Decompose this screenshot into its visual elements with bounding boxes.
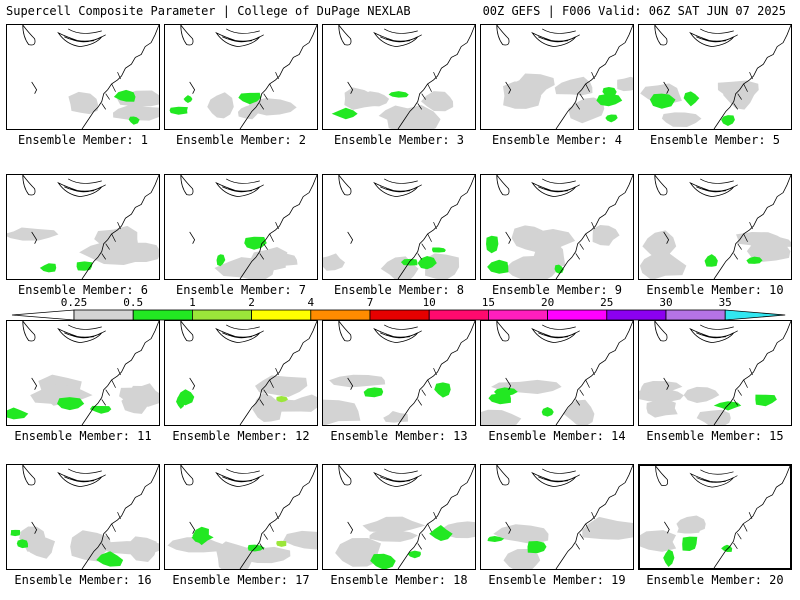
ensemble-member-label: Ensemble Member: 12 — [172, 429, 310, 443]
ensemble-map-panel[interactable] — [322, 24, 476, 130]
ensemble-map-panel[interactable] — [6, 174, 160, 280]
ensemble-member-label: Ensemble Member: 14 — [488, 429, 626, 443]
colorbar-segment — [606, 309, 667, 321]
ensemble-member-label: Ensemble Member: 4 — [491, 133, 623, 147]
ensemble-map-panel[interactable] — [164, 320, 318, 426]
colorbar-tick-label: 15 — [481, 296, 496, 309]
ensemble-map-panel[interactable] — [164, 174, 318, 280]
ensemble-map-panel[interactable] — [322, 464, 476, 570]
ensemble-map-panel[interactable] — [322, 320, 476, 426]
ensemble-member-label: Ensemble Member: 18 — [330, 573, 468, 587]
ensemble-member-label: Ensemble Member: 7 — [175, 283, 307, 297]
ensemble-member-label: Ensemble Member: 13 — [330, 429, 468, 443]
ensemble-member-label: Ensemble Member: 9 — [491, 283, 623, 297]
ensemble-map-panel[interactable] — [480, 320, 634, 426]
colorbar-graphic — [11, 309, 786, 321]
run-valid-time: 00Z GEFS | F006 Valid: 06Z SAT JUN 07 20… — [482, 4, 786, 18]
ensemble-map-panel[interactable] — [6, 320, 160, 426]
ensemble-member-label: Ensemble Member: 11 — [14, 429, 152, 443]
colorbar-tick-label: 20 — [540, 296, 555, 309]
ensemble-member-label: Ensemble Member: 17 — [172, 573, 310, 587]
ensemble-member-label: Ensemble Member: 2 — [175, 133, 307, 147]
ensemble-map-panel[interactable] — [164, 464, 318, 570]
ensemble-map-panel[interactable] — [322, 174, 476, 280]
ensemble-map-panel[interactable] — [638, 464, 792, 570]
ensemble-member-label: Ensemble Member: 8 — [333, 283, 465, 297]
ensemble-map-panel[interactable] — [638, 174, 792, 280]
colorbar-segment — [428, 309, 489, 321]
ensemble-map-panel[interactable] — [6, 24, 160, 130]
colorbar-tick-label: 25 — [600, 296, 614, 309]
colorbar-tick-label: 4 — [307, 296, 315, 309]
ensemble-member-label: Ensemble Member: 1 — [17, 133, 149, 147]
ensemble-map-panel[interactable] — [164, 24, 318, 130]
ensemble-map-panel[interactable] — [480, 464, 634, 570]
map-title: Supercell Composite Parameter | College … — [6, 4, 411, 18]
ensemble-map-panel[interactable] — [6, 464, 160, 570]
ensemble-member-label: Ensemble Member: 20 — [646, 573, 784, 587]
ensemble-member-label: Ensemble Member: 6 — [17, 283, 149, 297]
ensemble-member-label: Ensemble Member: 19 — [488, 573, 626, 587]
colorbar-segment — [251, 309, 312, 321]
ensemble-member-label: Ensemble Member: 5 — [649, 133, 781, 147]
colorbar-tick-label: 10 — [422, 296, 436, 309]
ensemble-member-label: Ensemble Member: 3 — [333, 133, 465, 147]
colorbar-segment — [547, 309, 608, 321]
ensemble-panel-grid: Ensemble Member: 1 Ensemble Member: 2 En… — [6, 24, 794, 594]
ensemble-member-label: Ensemble Member: 16 — [14, 573, 152, 587]
colorbar-tick-label: 0.5 — [123, 296, 144, 309]
colorbar-tick-label: 7 — [366, 296, 374, 309]
ensemble-map-panel[interactable] — [638, 320, 792, 426]
colorbar-tick-label: 30 — [659, 296, 673, 309]
colorbar-segment — [369, 309, 430, 321]
ensemble-member-label: Ensemble Member: 10 — [646, 283, 784, 297]
colorbar-over-arrow — [724, 309, 786, 321]
colorbar-tick-label: 1 — [189, 296, 196, 309]
colorbar-segment — [665, 309, 726, 321]
colorbar: 0.25 0.5 1 2 4 7 10 15 20 25 30 35 — [11, 296, 788, 324]
colorbar-segment — [487, 309, 548, 321]
colorbar-segment — [132, 309, 193, 321]
ensemble-member-label: Ensemble Member: 15 — [646, 429, 784, 443]
colorbar-tick-label: 35 — [718, 296, 732, 309]
ensemble-map-panel[interactable] — [638, 24, 792, 130]
ensemble-map-panel[interactable] — [480, 174, 634, 280]
colorbar-tick-label: 0.25 — [60, 296, 88, 309]
colorbar-segment — [191, 309, 252, 321]
colorbar-segment — [73, 309, 134, 321]
colorbar-tick-label: 2 — [248, 296, 255, 309]
colorbar-under-arrow — [11, 309, 75, 321]
ensemble-map-panel[interactable] — [480, 24, 634, 130]
colorbar-segment — [310, 309, 371, 321]
